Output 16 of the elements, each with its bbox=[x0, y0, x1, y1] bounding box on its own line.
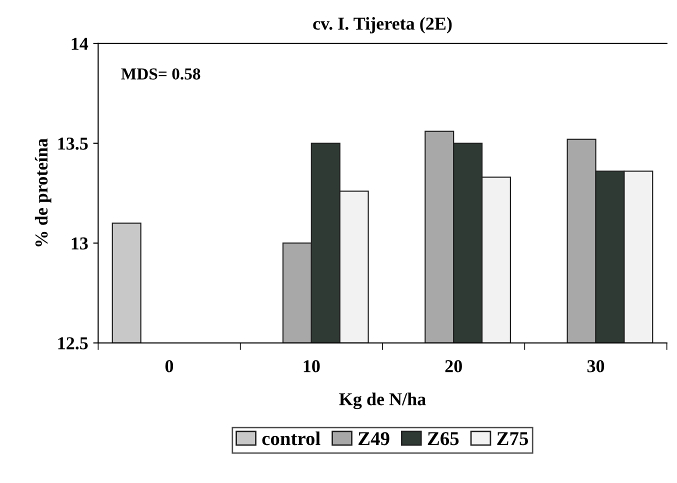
y-axis-title: % de proteína bbox=[34, 138, 52, 246]
legend-label: control bbox=[262, 432, 320, 446]
x-axis-title: Kg de N/ha bbox=[339, 392, 426, 410]
legend-label: Z65 bbox=[428, 432, 459, 446]
y-tick-label: 13.5 bbox=[58, 138, 88, 150]
chart-title: cv. I. Tijereta (2E) bbox=[313, 17, 452, 34]
y-tick-label: 13 bbox=[72, 237, 88, 250]
annotation: MDS= 0.58 bbox=[121, 68, 200, 80]
x-tick-label: 0 bbox=[165, 360, 174, 372]
legend-label: Z75 bbox=[497, 432, 528, 446]
x-tick-label: 30 bbox=[587, 360, 604, 372]
y-tick-label: 12.5 bbox=[58, 337, 88, 350]
legend-label: Z49 bbox=[358, 432, 390, 446]
x-tick-label: 20 bbox=[445, 360, 462, 372]
y-tick-label: 14 bbox=[72, 38, 88, 50]
x-tick-label: 10 bbox=[304, 360, 320, 372]
